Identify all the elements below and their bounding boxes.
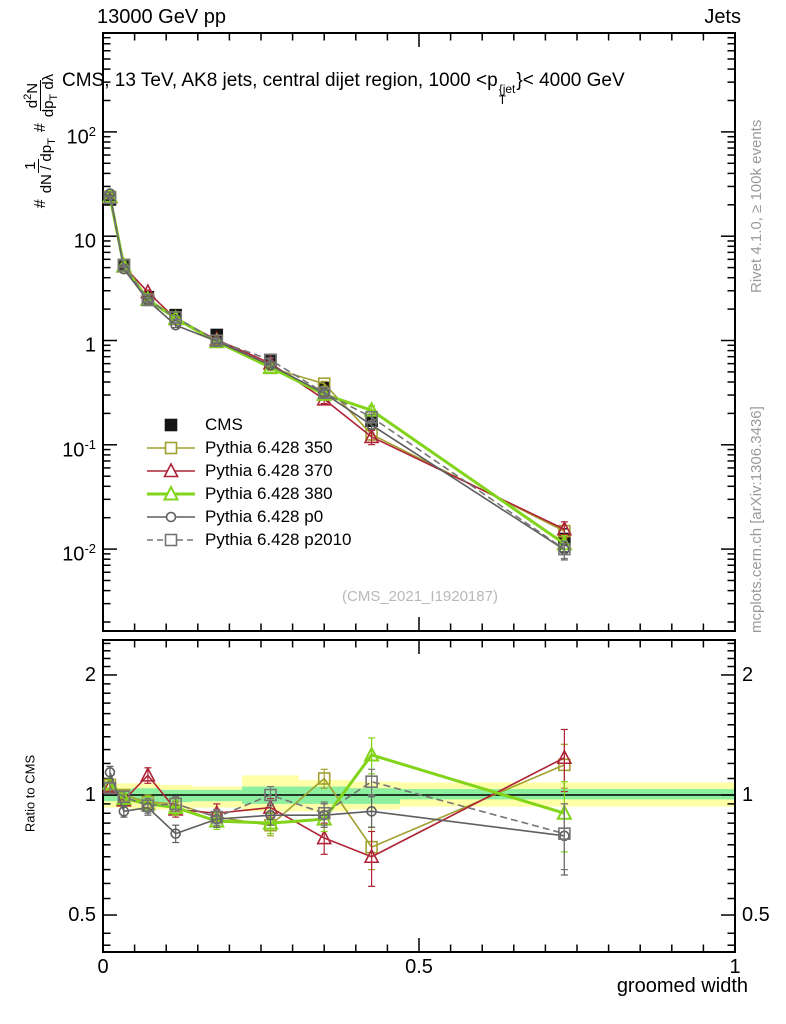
x-axis-label: groomed width xyxy=(616,975,748,997)
legend-item-pythia-380: Pythia 6.428 380 xyxy=(146,482,352,505)
analysis-id-watermark: (CMS_2021_I1920187) xyxy=(342,588,498,605)
title-prefix: CMS, 13 TeV, AK8 jets, central dijet reg… xyxy=(62,70,498,91)
title-pt-supsub: {jet T xyxy=(498,82,516,107)
ratio-ytick-1-right: 1 xyxy=(742,784,754,806)
ratio-ytick-1-left: 1 xyxy=(84,784,96,806)
topic-label: Jets xyxy=(704,6,741,28)
mcplots-credit-label: mcplots.cern.ch [arXiv:1306.3436] xyxy=(748,406,765,633)
pythia-370-marker-icon xyxy=(146,460,196,482)
legend-item-pythia-370: Pythia 6.428 370 xyxy=(146,459,352,482)
ratio-ytick-2-right: 2 xyxy=(742,664,754,686)
pythia-p2010-marker-icon xyxy=(146,529,196,551)
cms-marker-icon xyxy=(146,414,196,436)
series-main-pythia-6-428-p2010 xyxy=(103,191,571,560)
main-ytick-1: 1 xyxy=(84,334,96,357)
main-ytick-100: 102 xyxy=(66,124,96,149)
series-ratio-pythia-6-428-p2010 xyxy=(103,768,571,871)
beam-label: 13000 GeV pp xyxy=(97,6,226,28)
title-sup: {jet xyxy=(498,82,516,96)
legend-item-cms: CMS xyxy=(146,413,352,436)
pythia-350-marker-icon xyxy=(146,437,196,459)
main-ytick-10: 10 xyxy=(73,230,96,253)
panel-frames xyxy=(102,32,736,953)
rivet-version-label: Rivet 4.1.0, ≥ 100k events xyxy=(748,119,765,293)
axis-ticks xyxy=(102,34,736,951)
ratio-ytick-05-right: 0.5 xyxy=(742,904,770,926)
xtick-0: 0 xyxy=(97,956,109,978)
ratio-ytick-2-left: 2 xyxy=(84,664,96,686)
ylabel-hash-1: # xyxy=(32,199,49,209)
title-suffix: }< 4000 GeV xyxy=(516,70,625,91)
legend-item-pythia-350: Pythia 6.428 350 xyxy=(146,436,352,459)
title-sub: T xyxy=(498,93,507,107)
ylabel-fraction-2: d2N dpT dλ xyxy=(20,73,60,118)
pythia-p0-marker-icon xyxy=(146,506,196,528)
main-ytick-0p01: 10-2 xyxy=(62,541,96,566)
ratio-ytick-05-left: 0.5 xyxy=(68,904,96,926)
xtick-05: 0.5 xyxy=(405,956,433,978)
plot-title: CMS, 13 TeV, AK8 jets, central dijet reg… xyxy=(62,70,625,106)
legend-item-pythia-p0: Pythia 6.428 p0 xyxy=(146,505,352,528)
legend: CMS Pythia 6.428 350 Pythia 6.428 370 Py… xyxy=(146,413,352,551)
pythia-380-marker-icon xyxy=(146,483,196,505)
main-ytick-0p1: 10-1 xyxy=(62,437,96,462)
xtick-1: 1 xyxy=(729,956,741,978)
ratio-uncertainty-bands xyxy=(103,775,735,812)
legend-item-pythia-p2010: Pythia 6.428 p2010 xyxy=(146,528,352,551)
